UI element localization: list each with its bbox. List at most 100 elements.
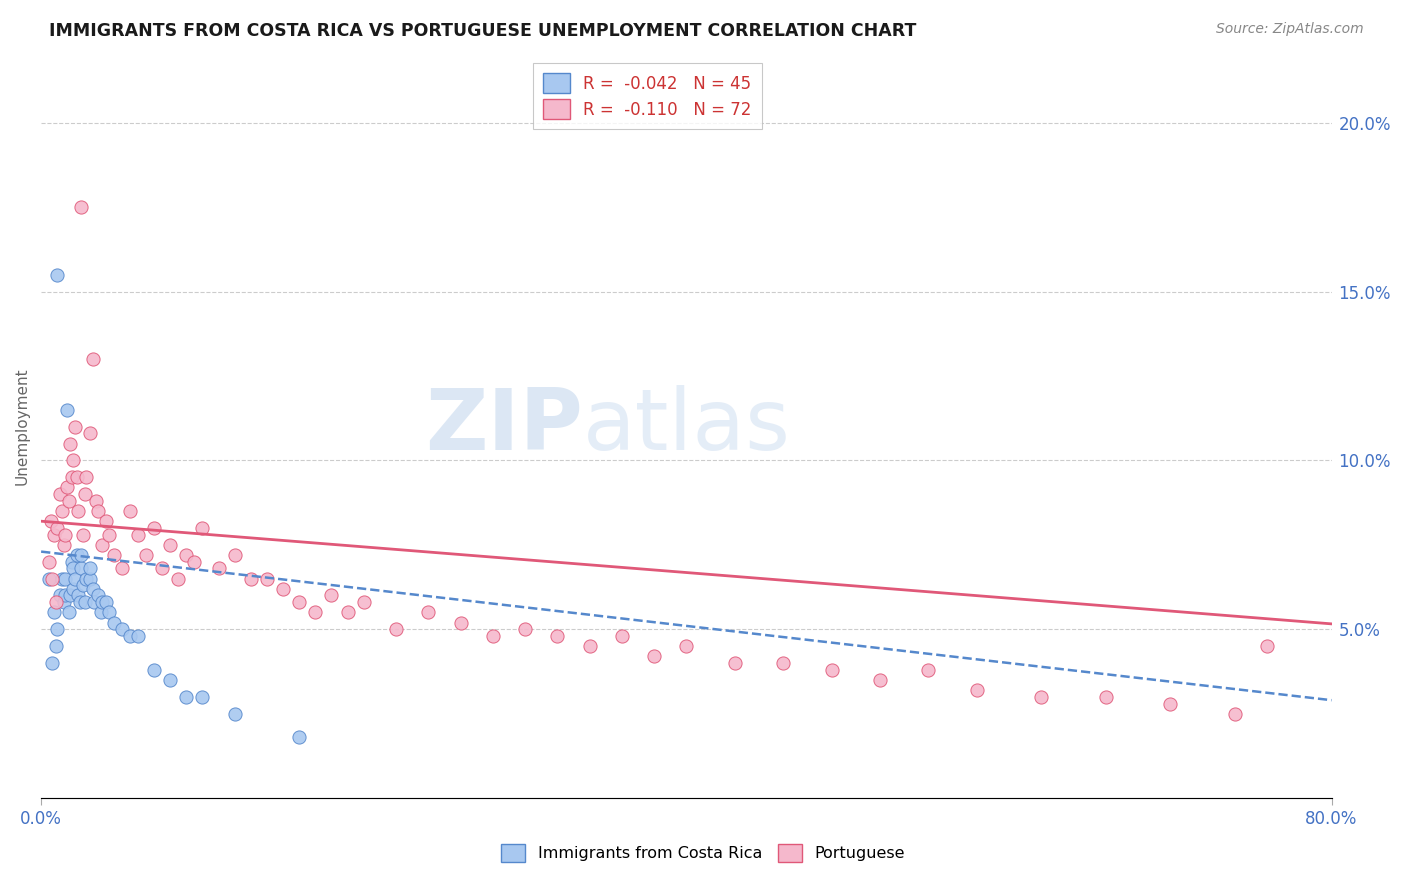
Point: [86, 504, 108, 518]
Point: [643, 649, 665, 664]
Point: [91, 595, 114, 609]
Point: [69, 595, 91, 609]
Point: [97, 606, 120, 620]
Point: [167, 572, 190, 586]
Point: [59, 436, 82, 450]
Point: [65, 548, 87, 562]
Point: [143, 663, 166, 677]
Point: [73, 487, 96, 501]
Point: [150, 561, 173, 575]
Point: [288, 731, 311, 745]
Point: [94, 514, 117, 528]
Point: [610, 629, 633, 643]
Point: [45, 595, 67, 609]
Point: [772, 656, 794, 670]
Legend: R =  -0.042   N = 45, R =  -0.110   N = 72: R = -0.042 N = 45, R = -0.110 N = 72: [533, 63, 762, 128]
Point: [45, 639, 67, 653]
Point: [450, 615, 472, 630]
Point: [59, 589, 82, 603]
Point: [353, 595, 375, 609]
Point: [174, 690, 197, 704]
Point: [51, 504, 73, 518]
Text: atlas: atlas: [583, 385, 792, 468]
Text: IMMIGRANTS FROM COSTA RICA VS PORTUGUESE UNEMPLOYMENT CORRELATION CHART: IMMIGRANTS FROM COSTA RICA VS PORTUGUESE…: [49, 22, 917, 40]
Point: [84, 494, 107, 508]
Point: [159, 673, 181, 687]
Point: [58, 494, 80, 508]
Point: [58, 606, 80, 620]
Point: [224, 548, 246, 562]
Point: [51, 572, 73, 586]
Point: [385, 622, 408, 636]
Point: [62, 561, 84, 575]
Point: [191, 690, 214, 704]
Point: [724, 656, 747, 670]
Point: [1031, 690, 1053, 704]
Point: [46, 521, 69, 535]
Point: [63, 419, 86, 434]
Point: [83, 595, 105, 609]
Point: [159, 538, 181, 552]
Point: [70, 200, 93, 214]
Point: [546, 629, 568, 643]
Point: [288, 595, 311, 609]
Point: [111, 622, 134, 636]
Point: [62, 582, 84, 596]
Text: Source: ZipAtlas.com: Source: ZipAtlas.com: [1216, 22, 1364, 37]
Point: [53, 527, 76, 541]
Point: [191, 521, 214, 535]
Point: [52, 595, 75, 609]
Y-axis label: Unemployment: Unemployment: [15, 368, 30, 485]
Point: [41, 572, 63, 586]
Point: [1223, 706, 1246, 721]
Point: [304, 606, 326, 620]
Point: [271, 582, 294, 596]
Point: [336, 606, 359, 620]
Point: [79, 572, 101, 586]
Point: [72, 527, 94, 541]
Point: [321, 589, 343, 603]
Point: [70, 561, 93, 575]
Point: [174, 548, 197, 562]
Point: [56, 480, 79, 494]
Point: [46, 622, 69, 636]
Point: [53, 589, 76, 603]
Point: [67, 504, 90, 518]
Point: [869, 673, 891, 687]
Point: [118, 504, 141, 518]
Point: [90, 606, 112, 620]
Point: [1094, 690, 1116, 704]
Point: [79, 561, 101, 575]
Point: [513, 622, 536, 636]
Point: [135, 548, 157, 562]
Point: [418, 606, 440, 620]
Point: [127, 629, 149, 643]
Point: [62, 453, 84, 467]
Point: [52, 538, 75, 552]
Point: [67, 589, 90, 603]
Point: [224, 706, 246, 721]
Point: [256, 572, 278, 586]
Point: [53, 572, 76, 586]
Point: [820, 663, 842, 677]
Point: [94, 595, 117, 609]
Point: [111, 561, 134, 575]
Text: ZIP: ZIP: [426, 385, 583, 468]
Point: [70, 548, 93, 562]
Point: [86, 589, 108, 603]
Point: [41, 656, 63, 670]
Point: [72, 578, 94, 592]
Point: [143, 521, 166, 535]
Point: [675, 639, 697, 653]
Point: [97, 527, 120, 541]
Point: [65, 470, 87, 484]
Point: [63, 572, 86, 586]
Point: [966, 683, 988, 698]
Point: [56, 402, 79, 417]
Point: [75, 572, 97, 586]
Point: [38, 555, 60, 569]
Point: [75, 470, 97, 484]
Point: [103, 548, 125, 562]
Point: [42, 527, 65, 541]
Point: [38, 572, 60, 586]
